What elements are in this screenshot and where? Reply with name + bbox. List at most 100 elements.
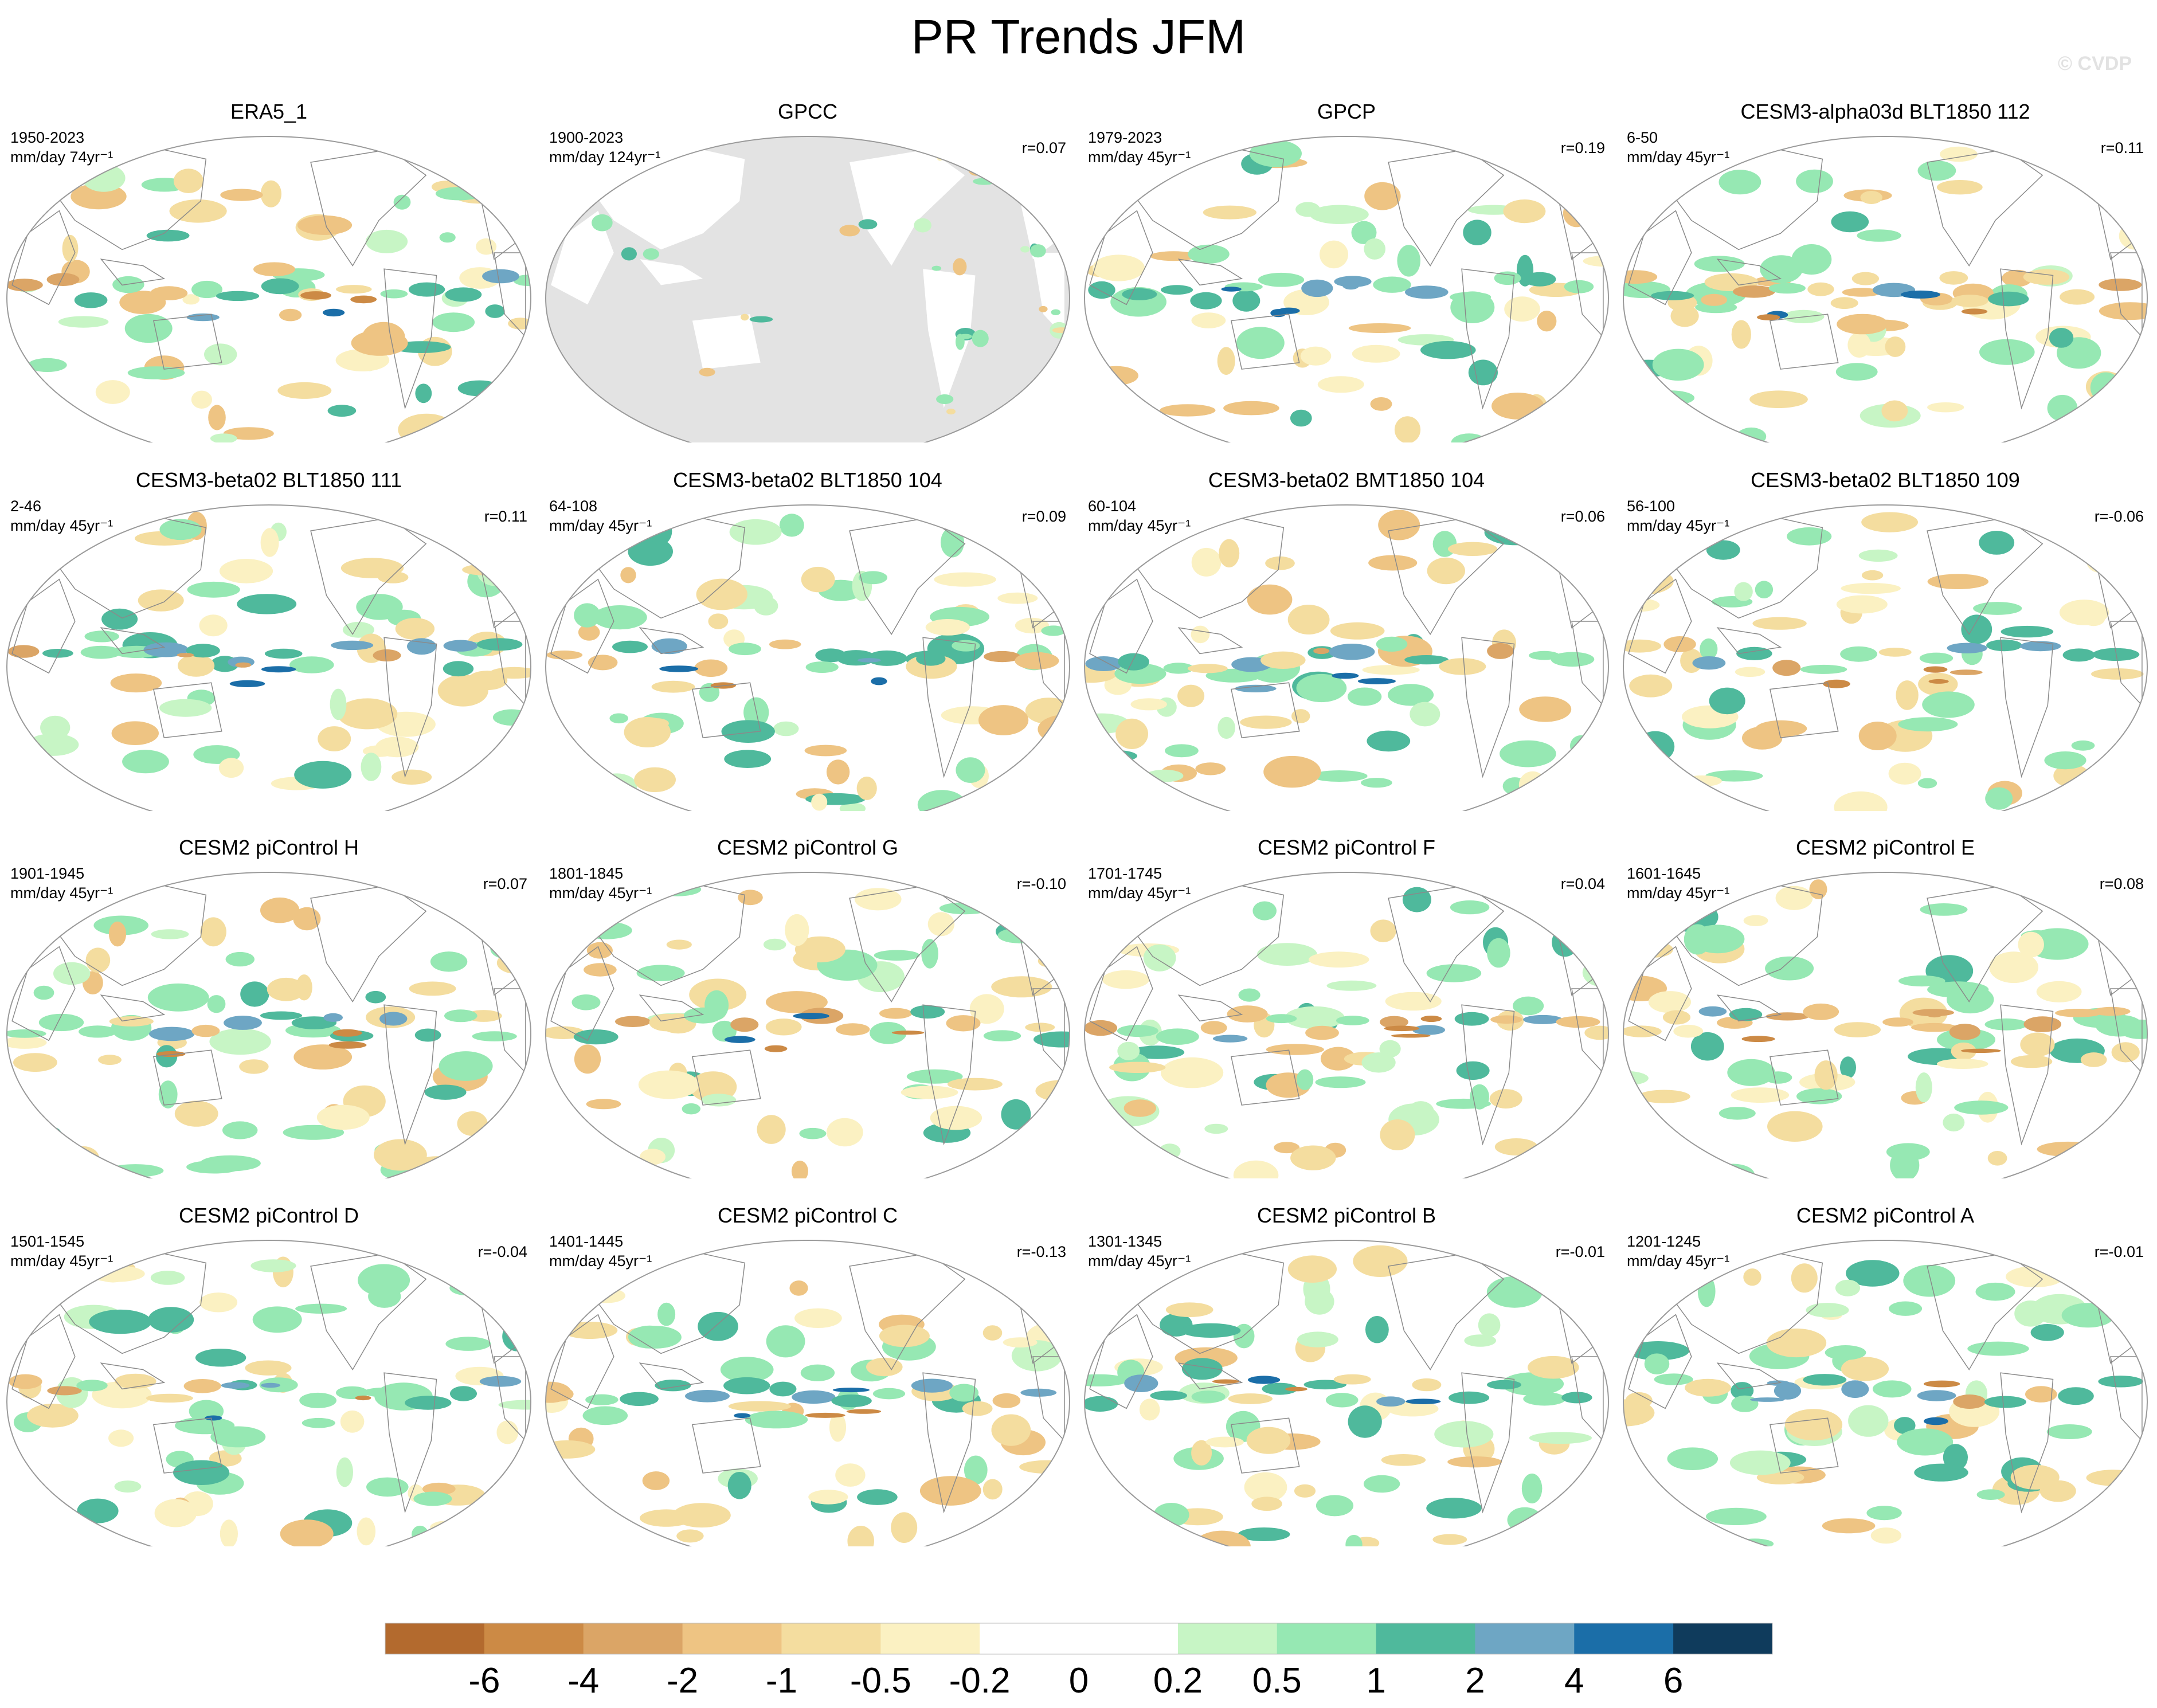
trend-contour [1644, 1353, 1670, 1374]
trend-contour [1757, 314, 1780, 320]
trend-contour [1001, 1099, 1031, 1130]
trend-contour [1988, 291, 2029, 307]
trend-contour [1900, 290, 1940, 299]
trend-contour [1190, 292, 1222, 310]
map-plot [1084, 504, 1609, 811]
colorbar-tick-label: -0.2 [949, 1661, 1011, 1701]
coastline [550, 946, 614, 1041]
trend-contour [1412, 1378, 1442, 1392]
trend-contour [917, 790, 966, 811]
trend-contour [582, 1406, 628, 1425]
panel-correlation: r=0.11 [2100, 139, 2144, 156]
trend-contour [1648, 991, 1692, 1013]
map-panel: CESM3-beta02 BMT1850 104 60-104 mm/day 45y… [1078, 467, 1615, 811]
trend-contour [1165, 744, 1199, 758]
trend-contour [379, 1012, 408, 1026]
trend-contour [794, 1308, 842, 1328]
trend-contour [1092, 543, 1151, 568]
coastline [1089, 210, 1153, 305]
trend-contour [2037, 1141, 2099, 1157]
trend-contour [1099, 171, 1130, 193]
trend-contour [1949, 669, 1983, 675]
trend-contour [1015, 652, 1059, 669]
trend-contour [476, 557, 514, 586]
trend-contour [1020, 1388, 1057, 1397]
trend-contour [2113, 381, 2147, 406]
trend-contour [1503, 199, 1546, 224]
trend-contour [1450, 292, 1491, 303]
trend-contour [921, 939, 938, 969]
trend-contour [1917, 160, 1956, 181]
map-field [1085, 1240, 1608, 1546]
trend-contour [122, 750, 169, 774]
trend-contour [1694, 256, 1745, 272]
trend-contour [1524, 272, 1556, 287]
trend-contour [1636, 796, 1698, 811]
panel-correlation: r=-0.06 [2094, 508, 2144, 525]
trend-contour [1161, 285, 1193, 295]
trend-contour [1984, 1396, 2026, 1408]
trend-contour [2123, 789, 2146, 808]
trend-contour [1348, 1405, 1382, 1438]
trend-contour [997, 927, 1042, 943]
map-panel: GPCP 1979-2023 mm/day 45yr⁻¹ r=0.19 [1078, 99, 1615, 442]
trend-contour [1911, 1023, 1958, 1032]
trend-contour [1623, 1126, 1648, 1146]
trend-contour [1967, 1341, 2029, 1356]
trend-contour [749, 316, 773, 323]
trend-contour [1796, 1088, 1842, 1104]
trend-contour [350, 295, 377, 304]
trend-contour [1238, 988, 1260, 1002]
trend-contour [195, 1349, 246, 1367]
trend-contour [107, 1164, 164, 1177]
trend-contour [1454, 1012, 1489, 1026]
colorbar-swatch [1475, 1623, 1575, 1654]
map-plot [545, 1240, 1070, 1546]
trend-contour [218, 758, 244, 778]
trend-contour [1943, 1113, 1965, 1132]
panel-years: 1901-1945 [10, 865, 85, 882]
trend-contour [1370, 397, 1392, 411]
map-outline [1084, 872, 1609, 1178]
panel-title: CESM2 piControl E [1795, 836, 1975, 859]
trend-contour [1803, 1374, 1847, 1386]
trend-contour [1718, 1107, 1756, 1120]
trend-contour [651, 680, 695, 693]
trend-contour [1305, 1025, 1339, 1040]
trend-contour [472, 1031, 517, 1041]
map-panel: CESM2 piControl B 1301-1345 mm/day 45yr⁻¹ r… [1078, 1202, 1615, 1546]
trend-contour [1692, 656, 1726, 670]
trend-contour [1065, 230, 1070, 241]
trend-contour [1447, 1456, 1502, 1468]
trend-contour [186, 1160, 242, 1174]
trend-contour [1985, 787, 2013, 810]
trend-contour [765, 991, 828, 1013]
coastline [1461, 1004, 1515, 1146]
trend-contour [1041, 625, 1066, 636]
trend-contour [1122, 288, 1157, 300]
trend-contour [336, 1457, 354, 1487]
trend-contour [962, 1401, 993, 1416]
trend-contour [1858, 549, 1898, 562]
trend-contour [149, 1027, 195, 1041]
trend-contour [280, 1519, 334, 1546]
trend-contour [277, 382, 332, 399]
trend-contour [261, 278, 299, 295]
trend-contour [1623, 1288, 1665, 1310]
trend-contour [1775, 886, 1813, 910]
trend-contour [1947, 643, 1987, 653]
trend-contour [906, 1069, 963, 1084]
trend-contour [1088, 281, 1115, 299]
trend-contour [1841, 1357, 1889, 1381]
trend-contour [260, 897, 300, 923]
trend-contour [1287, 605, 1330, 634]
colorbar-swatch [1574, 1623, 1674, 1654]
trend-contour [805, 661, 839, 673]
trend-contour [46, 273, 80, 287]
trend-contour [1367, 730, 1411, 752]
trend-contour [734, 1413, 751, 1419]
trend-contour [615, 1016, 651, 1027]
trend-contour [293, 1044, 353, 1070]
trend-contour [676, 1529, 704, 1543]
map-field [1085, 872, 1608, 1178]
